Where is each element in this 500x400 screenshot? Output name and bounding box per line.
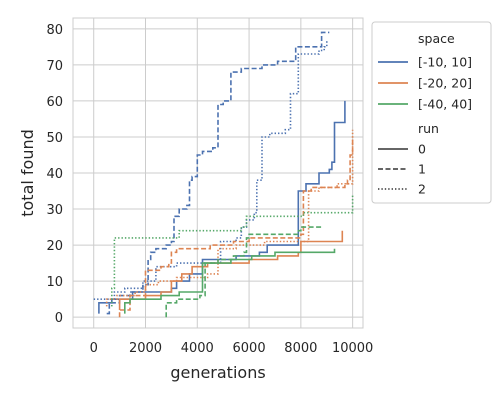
y-tick-label: 0 <box>55 311 63 326</box>
x-axis-label: generations <box>170 363 265 382</box>
y-tick-label: 50 <box>46 131 63 146</box>
legend: space run [-10, 10] [-20, 20] [-40, 40] 0 1 2 <box>371 21 492 204</box>
plot-frame <box>72 17 364 329</box>
series-line--4040-run-2 <box>111 194 354 307</box>
x-tick-label: 6000 <box>233 341 266 356</box>
series-layer <box>93 31 354 318</box>
series-line--1010-run-2 <box>93 39 328 300</box>
x-tick-label: 8000 <box>284 341 317 356</box>
legend-label-space: [-10, 10] <box>418 55 472 70</box>
y-tick-label: 10 <box>46 275 63 290</box>
series-line--2020-run-1 <box>118 137 354 318</box>
legend-label-run: 1 <box>418 162 426 177</box>
legend-label-run: 0 <box>418 142 426 157</box>
series-line--1010-run-1 <box>106 31 330 315</box>
legend-label-run: 2 <box>418 182 426 197</box>
y-axis-label: total found <box>18 129 37 217</box>
y-tick-label: 20 <box>46 239 63 254</box>
legend-box <box>371 21 492 204</box>
y-tick-label: 60 <box>46 95 63 110</box>
grid <box>73 18 363 328</box>
legend-label-space: [-20, 20] <box>418 76 472 91</box>
y-tick-label: 30 <box>46 203 63 218</box>
x-tick-label: 10000 <box>332 341 373 356</box>
series-line--4040-run-1 <box>165 226 322 318</box>
x-tick-label: 4000 <box>181 341 214 356</box>
legend-label-space: [-40, 40] <box>418 97 472 112</box>
legend-style-title: run <box>418 121 439 136</box>
x-tick-label: 2000 <box>129 341 162 356</box>
y-tick-label: 70 <box>46 59 63 74</box>
tick-labels: 0 2000 4000 6000 8000 10000 0 10 20 30 40 50 60 70 80 <box>46 23 373 356</box>
x-tick-label: 0 <box>90 341 98 356</box>
y-tick-label: 40 <box>46 167 63 182</box>
series-line--4040-run-0 <box>124 248 336 314</box>
y-tick-label: 80 <box>46 23 63 38</box>
legend-hue-title: space <box>418 31 455 46</box>
